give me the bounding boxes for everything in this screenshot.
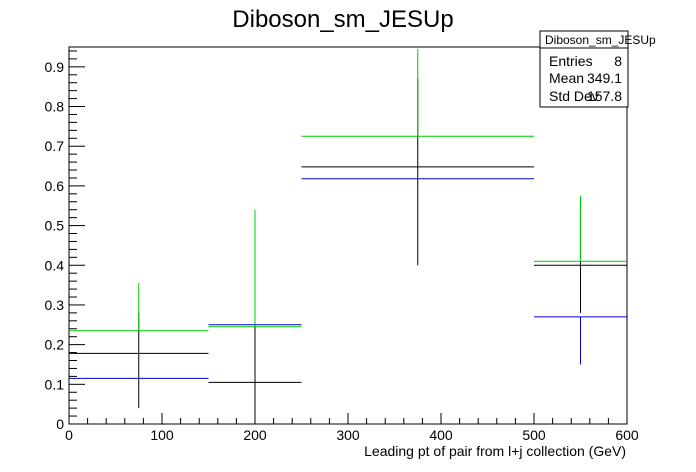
y-tick-label: 0.3 bbox=[45, 297, 65, 313]
y-tick-label: 0.8 bbox=[45, 99, 65, 115]
series-0 bbox=[69, 78, 627, 424]
x-tick-label: 100 bbox=[150, 427, 174, 443]
y-tick-label: 0.7 bbox=[45, 138, 65, 154]
y-tick-label: 0.4 bbox=[45, 257, 65, 273]
x-tick-label: 400 bbox=[429, 427, 453, 443]
x-tick-label: 0 bbox=[65, 427, 73, 443]
series-2 bbox=[69, 178, 627, 379]
series-group bbox=[69, 48, 627, 424]
x-axis-label: Leading pt of pair from l+j collection (… bbox=[364, 443, 626, 459]
series-1 bbox=[69, 48, 627, 332]
y-tick-label: 0.1 bbox=[45, 376, 65, 392]
x-tick-label: 600 bbox=[615, 427, 639, 443]
stats-box-frame bbox=[539, 30, 629, 108]
stats-box-title: Diboson_sm_JESUp bbox=[545, 33, 656, 47]
y-tick-label: 0.6 bbox=[45, 178, 65, 194]
axis-ticks bbox=[68, 50, 628, 425]
stats-entries-value: 8 bbox=[614, 53, 622, 69]
y-tick-label: 0 bbox=[56, 416, 64, 432]
stats-mean-label: Mean bbox=[549, 70, 584, 86]
stats-entries-label: Entries bbox=[549, 53, 593, 69]
y-tick-label: 0.2 bbox=[45, 337, 65, 353]
stats-stddev-value: 157.8 bbox=[587, 88, 622, 104]
x-tick-label: 500 bbox=[522, 427, 546, 443]
x-tick-label: 200 bbox=[243, 427, 267, 443]
stats-mean-value: 349.1 bbox=[587, 70, 622, 86]
chart-title: Diboson_sm_JESUp bbox=[232, 6, 453, 33]
y-tick-label: 0.9 bbox=[45, 59, 65, 75]
stats-box: Diboson_sm_JESUp Entries 8 Mean 349.1 St… bbox=[539, 30, 656, 108]
y-tick-label: 0.5 bbox=[45, 218, 65, 234]
stats-stddev-label: Std Dev bbox=[549, 88, 599, 104]
x-tick-labels: 0 100 200 300 400 500 600 bbox=[65, 427, 639, 443]
x-tick-label: 300 bbox=[336, 427, 360, 443]
y-tick-labels: 0 0.1 0.2 0.3 0.4 0.5 0.6 0.7 0.8 0.9 bbox=[45, 59, 65, 432]
